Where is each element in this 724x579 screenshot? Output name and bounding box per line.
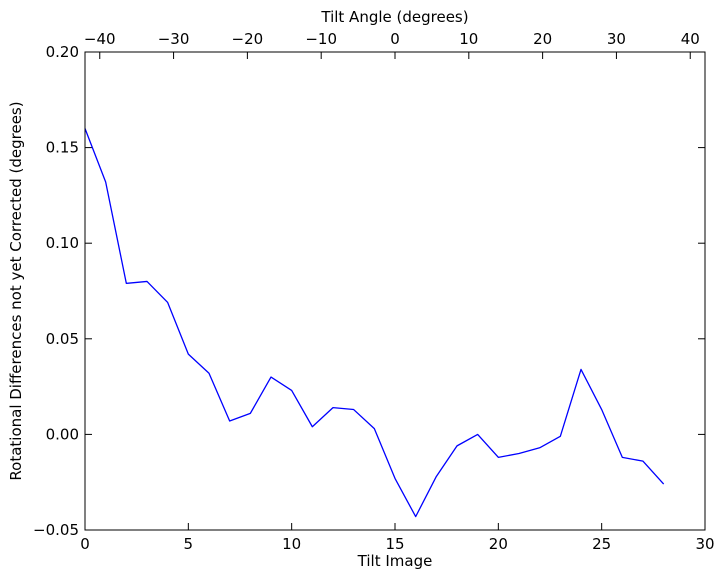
top-tick-label: −30 [158, 30, 190, 48]
y-tick-label: 0.05 [46, 330, 79, 348]
top-tick-label: 30 [607, 30, 626, 48]
x-tick-label: 30 [695, 535, 714, 553]
tick-labels: 0 5 10 15 20 25 30 −40 −30 −20 −10 0 10 20 30 40 −0.05 0.… [33, 30, 715, 553]
plot-area [85, 52, 705, 530]
top-tick-label: 40 [681, 30, 700, 48]
y-tick-label: 0.15 [46, 139, 79, 157]
top-tick-label: 0 [390, 30, 400, 48]
top-tick-label: −20 [232, 30, 264, 48]
x-tick-label: 25 [592, 535, 611, 553]
y-tick-label: 0.00 [46, 425, 79, 443]
x-tick-label: 20 [489, 535, 508, 553]
top-tick-label: −40 [84, 30, 116, 48]
x-tick-label: 5 [184, 535, 194, 553]
plot-frame [84, 51, 706, 531]
y-tick-label: −0.05 [33, 521, 79, 539]
x-tick-label: 0 [80, 535, 90, 553]
series-group [84, 128, 665, 518]
y-tick-label: 0.10 [46, 234, 79, 252]
x-tick-label: 10 [282, 535, 301, 553]
y-tick-label: 0.20 [46, 43, 79, 61]
top-tick-label: −10 [305, 30, 337, 48]
top-tick-label: 20 [533, 30, 552, 48]
top-axis-title: Tilt Angle (degrees) [320, 8, 468, 26]
top-tick-label: 10 [459, 30, 478, 48]
series-line [84, 128, 665, 518]
x-axis-title: Tilt Image [357, 552, 433, 570]
y-axis-title: Rotational Differences not yet Corrected… [7, 101, 25, 480]
x-tick-label: 15 [385, 535, 404, 553]
